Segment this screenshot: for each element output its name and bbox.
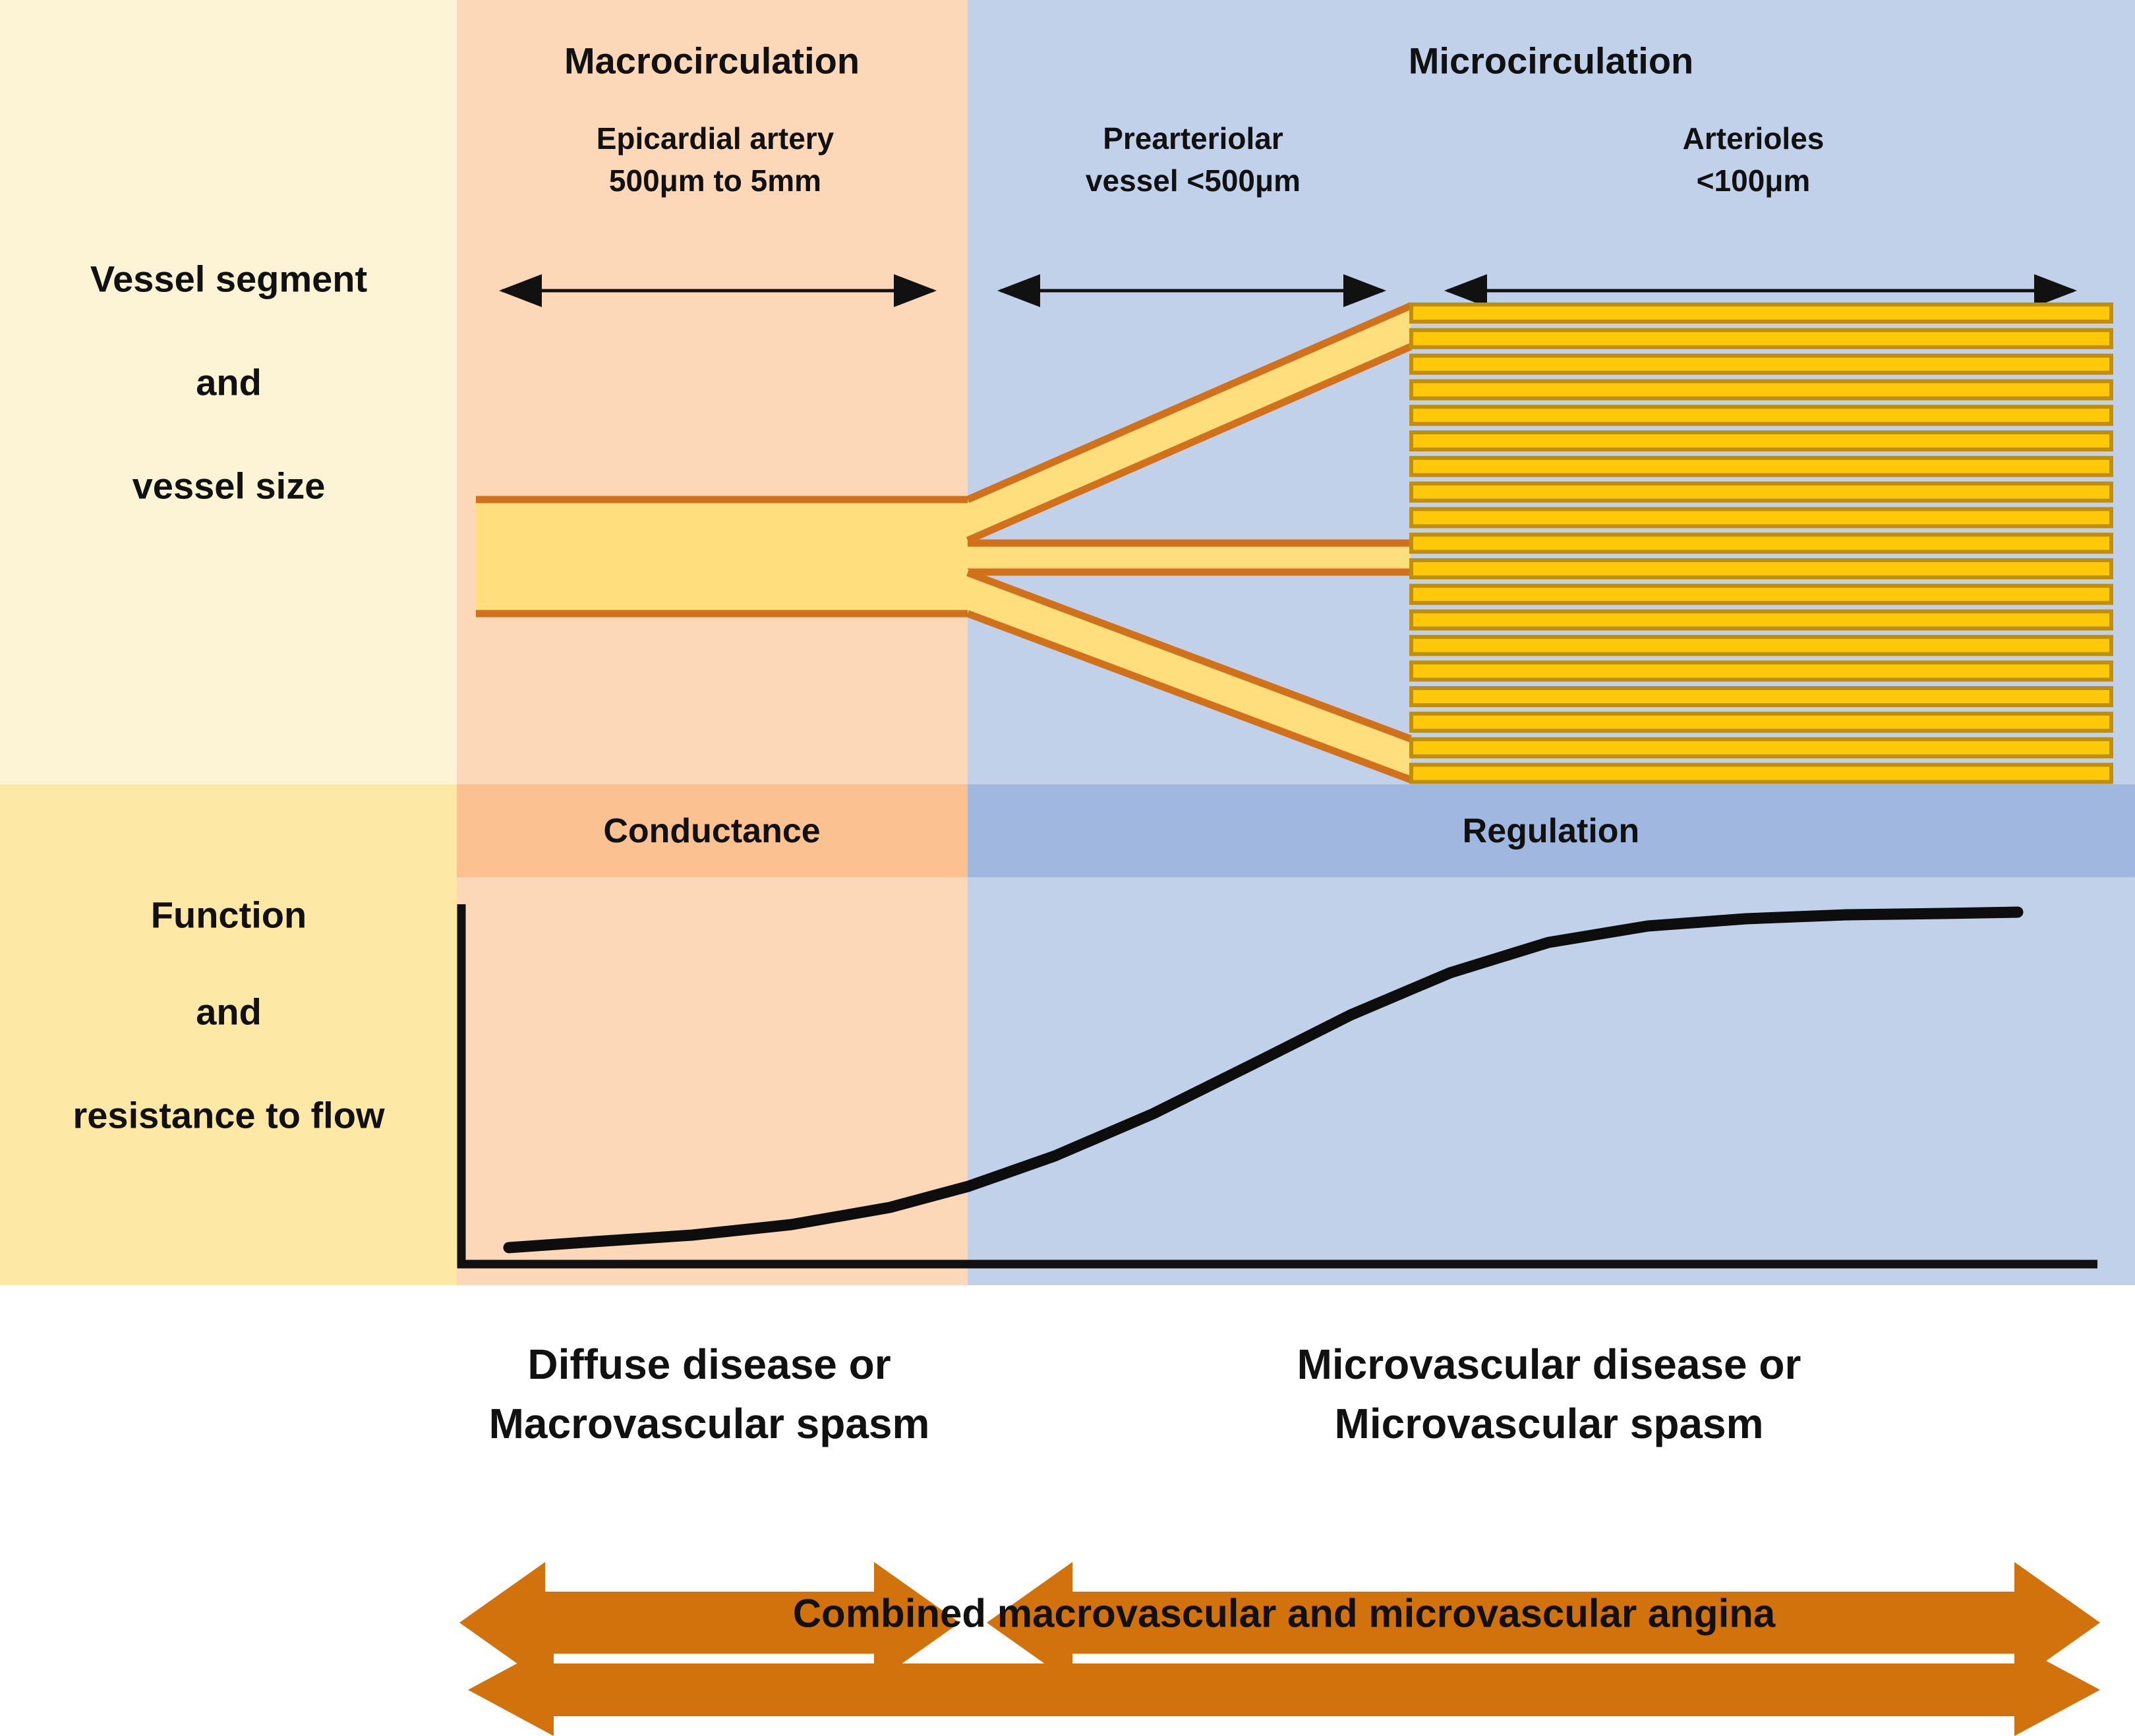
vessel-segment-label-line2: and: [196, 361, 262, 403]
arteriole-bar: [1409, 481, 2113, 503]
prearteriolar-branch-upper: [968, 303, 1411, 544]
microcirculation-title: Microcirculation: [1408, 40, 1694, 82]
arteriole-bar: [1409, 455, 2113, 477]
prearteriolar-branch-lower-lower-wall: [966, 610, 1412, 784]
epicardial-vessel: [476, 496, 968, 617]
arteriole-bar: [1409, 635, 2113, 656]
arteriole-bar: [1409, 533, 2113, 554]
micro-disease-label-line1: Microvascular disease or: [1297, 1341, 1801, 1388]
arteriole-bar: [1409, 686, 2113, 707]
arteriole-bar: [1409, 558, 2113, 579]
macrocirculation-title: Macrocirculation: [564, 40, 860, 82]
prearteriolar-branch-lower-upper-wall: [966, 569, 1412, 743]
macro-disease-label-line2: Macrovascular spasm: [488, 1400, 930, 1447]
prearteriolar-label-line1: Prearteriolar: [1103, 121, 1283, 156]
function-left-panel: [0, 784, 457, 1285]
function-label-line2: and: [196, 991, 262, 1033]
vessel-segment-label-line1: Vessel segment: [90, 258, 368, 300]
resistance-curve: [503, 906, 2024, 1254]
arteriole-bar: [1409, 405, 2113, 426]
combined-angina-arrow: [468, 1644, 2100, 1736]
combined-angina-label: Combined macrovascular and microvascular…: [792, 1591, 1776, 1636]
arteriole-bar: [1409, 609, 2113, 631]
arteriole-bar: [1409, 303, 2113, 324]
vessel-segment-left-panel: [0, 0, 457, 784]
micro-disease-label-line2: Microvascular spasm: [1334, 1400, 1764, 1447]
prearteriolar-branch-middle: [968, 540, 1411, 575]
arteriole-bar: [1409, 583, 2113, 605]
regulation-label: Regulation: [1462, 812, 1640, 850]
prearteriolar-branch-upper-upper-wall: [966, 302, 1413, 504]
conductance-chart-panel: [457, 877, 968, 1285]
arteriole-bar: [1409, 379, 2113, 401]
function-label-line1: Function: [150, 894, 307, 936]
prearteriolar-branch-upper-lower-wall: [966, 343, 1413, 544]
arteriole-bar: [1409, 711, 2113, 733]
arteriole-bar: [1409, 353, 2113, 375]
macrocirculation-panel: [457, 0, 968, 784]
arteriole-bar: [1409, 737, 2113, 759]
prearteriolar-branch-lower: [968, 569, 1411, 783]
vessel-segment-label-line3: vessel size: [132, 465, 326, 507]
prearteriolar-label-line2: vessel <500μm: [1085, 163, 1301, 198]
epicardial-artery-label-line1: Epicardial artery: [596, 121, 834, 156]
arteriole-bar: [1409, 763, 2113, 784]
arteriole-bar: [1409, 328, 2113, 349]
conductance-band: [457, 784, 968, 877]
epicardial-artery-label-line2: 500μm to 5mm: [608, 163, 822, 198]
arteriole-bar: [1409, 660, 2113, 682]
microvascular-disease-arrow: [987, 1562, 2100, 1683]
macrovascular-disease-arrow: [459, 1562, 960, 1683]
macro-disease-label-line1: Diffuse disease or: [527, 1341, 891, 1388]
function-label-line3: resistance to flow: [73, 1094, 385, 1136]
arterioles-label-line2: <100μm: [1696, 163, 1811, 198]
conductance-label: Conductance: [603, 812, 821, 850]
arteriole-bar: [1409, 430, 2113, 451]
arterioles-label-line1: Arterioles: [1682, 121, 1825, 156]
arteriole-bar: [1409, 507, 2113, 529]
regulation-band: [968, 784, 2135, 877]
